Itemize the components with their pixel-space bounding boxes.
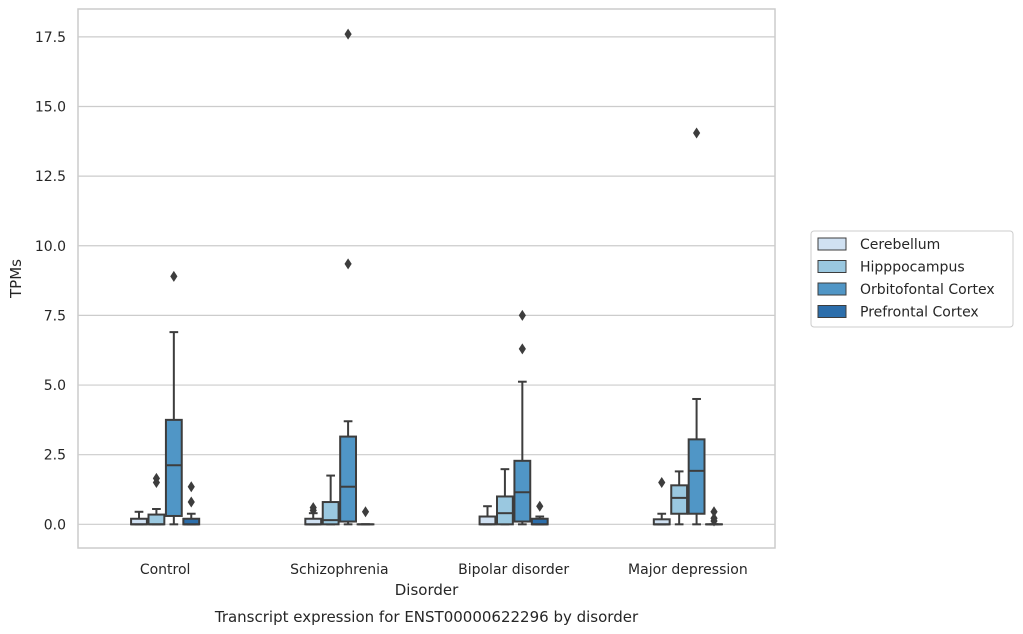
legend-swatch: [817, 237, 847, 251]
outlier-point: [170, 270, 178, 282]
box-plot-box: [670, 470, 689, 526]
outlier-point: [152, 472, 161, 484]
legend: Cerebellum Hipppocampus Orbitofontal Corte…: [810, 230, 1014, 328]
box-iqr: [513, 459, 532, 523]
box-plot-box: [530, 500, 549, 526]
x-tick-label: Bipolar disorder: [458, 562, 569, 578]
box-plot-box: [478, 505, 497, 526]
box-plot-box: [147, 472, 166, 526]
outlier-point: [518, 343, 526, 355]
box-plot-box: [130, 510, 148, 526]
outlier-point: [536, 500, 544, 512]
box-iqr: [339, 435, 357, 523]
legend-swatch: [817, 260, 847, 273]
box-plot-box: [496, 468, 514, 526]
box-plot-box: [687, 127, 706, 526]
x-tick-label: Major depression: [628, 562, 748, 578]
box-plot-box: [321, 474, 340, 526]
y-tick-label: 5.0: [44, 378, 66, 394]
box-plot-box: [182, 481, 201, 526]
outlier-point: [187, 481, 195, 493]
legend-swatch: [817, 282, 847, 296]
legend-label: Prefrontal Cortex: [860, 305, 979, 321]
box-plot-box: [652, 477, 671, 526]
y-tick-label: 15.0: [35, 99, 66, 115]
legend-label: Hipppocampus: [860, 260, 965, 276]
box-iqr: [687, 438, 706, 515]
outlier-point: [518, 309, 526, 321]
box-plot-box: [304, 502, 323, 526]
box-plot-series: [130, 28, 723, 527]
outlier-point: [361, 506, 370, 518]
legend-label: Orbitofontal Cortex: [860, 282, 995, 298]
box-plot-box: [356, 506, 375, 526]
box-iqr: [670, 484, 689, 515]
outlier-point: [344, 258, 352, 270]
y-tick-label: 2.5: [44, 448, 66, 464]
outlier-point: [710, 512, 718, 524]
legend-swatch: [817, 305, 847, 318]
x-tick-label: Control: [140, 562, 191, 578]
box-iqr: [478, 515, 497, 526]
outlier-point: [658, 477, 666, 489]
box-plot-box: [164, 270, 183, 526]
box-iqr: [321, 501, 340, 526]
legend-frame: [810, 230, 1014, 328]
outlier-point: [187, 496, 195, 508]
y-tick-label: 0.0: [44, 517, 66, 533]
box-iqr: [164, 418, 183, 517]
legend-label: Cerebellum: [860, 237, 940, 253]
plot-frame: [77, 8, 776, 549]
outlier-point: [309, 502, 317, 514]
outlier-point: [344, 28, 352, 40]
x-axis-label: Disorder: [395, 581, 459, 599]
grid-lines: [78, 36, 775, 525]
box-plot-box: [513, 309, 532, 526]
y-tick-labels: 0.0 2.5 5.0 7.5 10.0 12.5 15.0 17.5: [35, 30, 66, 533]
y-tick-label: 7.5: [44, 308, 66, 324]
y-axis-label: TPMs: [7, 259, 25, 299]
chart-caption: Transcript expression for ENST0000062229…: [214, 608, 639, 626]
box-plot-box: [705, 506, 723, 527]
outlier-point: [710, 506, 718, 518]
outlier-point: [692, 127, 701, 139]
box-plot-box: [339, 28, 357, 526]
x-tick-label: Schizophrenia: [290, 562, 388, 578]
y-tick-label: 12.5: [35, 169, 66, 185]
y-tick-label: 17.5: [35, 30, 66, 46]
y-tick-label: 10.0: [35, 239, 66, 255]
box-iqr: [496, 495, 514, 526]
x-tick-labels: Control Schizophrenia Bipolar disorder Majo…: [140, 562, 748, 578]
box-iqr: [147, 513, 166, 526]
